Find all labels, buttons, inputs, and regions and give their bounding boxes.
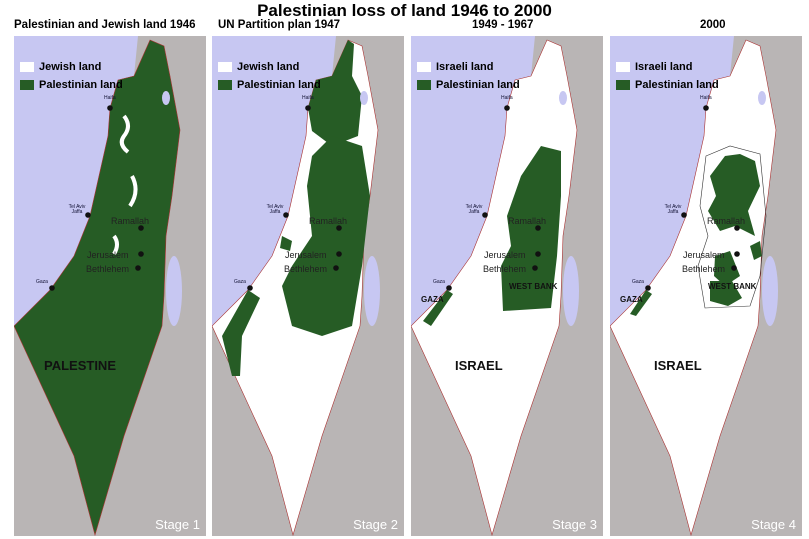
- city-label-bethlehem: Bethlehem: [682, 264, 726, 274]
- region-label-gaza: GAZA: [421, 295, 444, 304]
- palestinian-land-area: [750, 241, 762, 260]
- map-graphic: [610, 36, 778, 536]
- city-label-bethlehem: Bethlehem: [86, 264, 130, 274]
- city-label-jerusalem: Jerusalem: [484, 250, 526, 260]
- map-graphic: [411, 36, 579, 536]
- legend-item: Jewish land: [218, 58, 321, 76]
- palestinian-land-area: [222, 290, 260, 376]
- map-panel-2: Jewish land Palestinian land Haifa Tel Avi…: [212, 36, 404, 536]
- map-panel-1: Jewish land Palestinian land Haifa Tel Avi…: [14, 36, 206, 536]
- palestinian-land-area: [280, 236, 292, 251]
- legend-swatch: [417, 62, 431, 72]
- map-graphic: [14, 36, 182, 536]
- city-label-jerusalem: Jerusalem: [285, 250, 327, 260]
- panel-title: UN Partition plan 1947: [218, 19, 341, 31]
- legend-label: Palestinian land: [635, 79, 719, 91]
- palestinian-land-area: [282, 136, 370, 336]
- city-label-jerusalem: Jerusalem: [87, 250, 129, 260]
- palestinian-land-area: [308, 40, 362, 146]
- palestinian-land-area: [630, 290, 652, 316]
- legend-label: Jewish land: [39, 61, 102, 73]
- palestinian-land-area: [710, 281, 742, 306]
- city-label-bethlehem: Bethlehem: [284, 264, 328, 274]
- country-label: ISRAEL: [654, 358, 702, 373]
- legend-label: Palestinian land: [39, 79, 123, 91]
- city-label-haifa: Haifa: [104, 95, 116, 101]
- map-panel-3: Israeli land Palestinian land Haifa Tel Av…: [411, 36, 603, 536]
- city-label-gaza: Gaza: [234, 279, 246, 285]
- city-label-haifa: Haifa: [302, 95, 314, 101]
- legend-label: Palestinian land: [237, 79, 321, 91]
- map-title: Palestinian loss of land 1946 to 2000: [257, 1, 552, 20]
- map-legend: Israeli land Palestinian land: [616, 58, 719, 94]
- palestinian-land-area: [501, 146, 561, 311]
- palestinian-land-area: [714, 251, 740, 286]
- palestinian-land-area: [423, 290, 453, 326]
- stage-label: Stage 2: [353, 517, 398, 532]
- legend-swatch: [417, 80, 431, 90]
- city-label-telaviv: Tel Aviv Jaffa: [266, 204, 284, 215]
- map-legend: Jewish land Palestinian land: [218, 58, 321, 94]
- country-label: ISRAEL: [455, 358, 503, 373]
- stage-label: Stage 4: [751, 517, 796, 532]
- legend-swatch: [20, 80, 34, 90]
- city-label-telaviv: Tel Aviv Jaffa: [664, 204, 682, 215]
- stage-label: Stage 1: [155, 517, 200, 532]
- map-legend: Israeli land Palestinian land: [417, 58, 520, 94]
- city-label-gaza: Gaza: [632, 279, 644, 285]
- legend-swatch: [616, 80, 630, 90]
- city-label-bethlehem: Bethlehem: [483, 264, 527, 274]
- legend-item: Palestinian land: [20, 76, 123, 94]
- city-label-gaza: Gaza: [36, 279, 48, 285]
- city-label-gaza: Gaza: [433, 279, 445, 285]
- panel-title: 1949 - 1967: [472, 19, 534, 31]
- map-panel-4: Israeli land Palestinian land Haifa Tel Av…: [610, 36, 802, 536]
- palestinian-land-area: [708, 154, 760, 236]
- city-label-ramallah: Ramallah: [111, 216, 150, 226]
- legend-label: Israeli land: [436, 61, 494, 73]
- city-label-ramallah: Ramallah: [508, 216, 547, 226]
- city-label-telaviv: Tel Aviv Jaffa: [68, 204, 86, 215]
- legend-item: Palestinian land: [218, 76, 321, 94]
- region-label-gaza: GAZA: [620, 295, 643, 304]
- legend-swatch: [616, 62, 630, 72]
- country-label: PALESTINE: [44, 358, 116, 373]
- legend-swatch: [218, 62, 232, 72]
- legend-item: Palestinian land: [417, 76, 520, 94]
- region-label-west-bank: WEST BANK: [708, 282, 757, 291]
- map-legend: Jewish land Palestinian land: [20, 58, 123, 94]
- city-label-haifa: Haifa: [700, 95, 712, 101]
- panel-title: Palestinian and Jewish land 1946: [14, 19, 196, 31]
- legend-label: Palestinian land: [436, 79, 520, 91]
- stage-label: Stage 3: [552, 517, 597, 532]
- legend-item: Israeli land: [616, 58, 719, 76]
- city-label-haifa: Haifa: [501, 95, 513, 101]
- city-label-jerusalem: Jerusalem: [683, 250, 725, 260]
- city-label-ramallah: Ramallah: [707, 216, 746, 226]
- legend-swatch: [20, 62, 34, 72]
- legend-item: Israeli land: [417, 58, 520, 76]
- legend-swatch: [218, 80, 232, 90]
- panel-title: 2000: [700, 19, 726, 31]
- city-label-telaviv: Tel Aviv Jaffa: [465, 204, 483, 215]
- legend-label: Jewish land: [237, 61, 300, 73]
- region-label-west-bank: WEST BANK: [509, 282, 558, 291]
- city-label-ramallah: Ramallah: [309, 216, 348, 226]
- map-graphic: [212, 36, 380, 536]
- legend-label: Israeli land: [635, 61, 693, 73]
- legend-item: Palestinian land: [616, 76, 719, 94]
- legend-item: Jewish land: [20, 58, 123, 76]
